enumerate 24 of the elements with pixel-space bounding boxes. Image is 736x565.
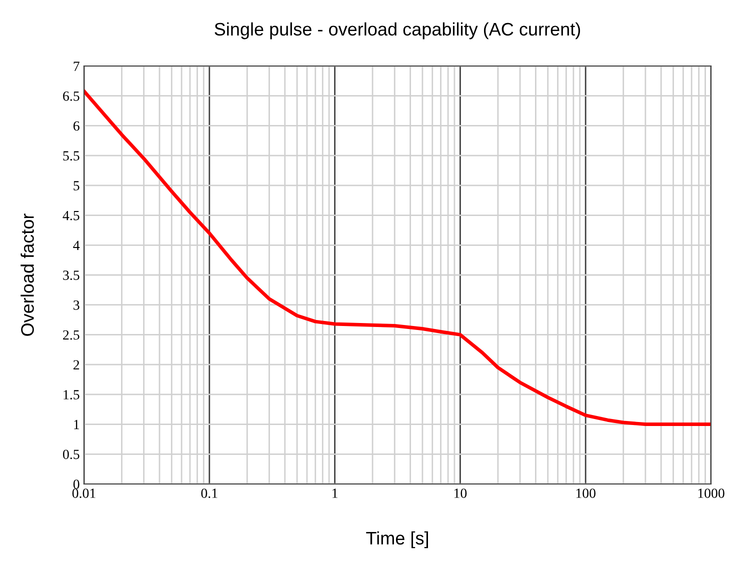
- y-tick-label: 1: [74, 420, 79, 430]
- y-tick-label: 1.5: [64, 390, 80, 400]
- y-tick-label: 0: [73, 480, 80, 489]
- x-tick-label: 10: [454, 488, 467, 498]
- y-tick-label: 7: [74, 62, 80, 71]
- y-tick-label: 5.5: [63, 151, 80, 161]
- x-tick-label: 0.01: [72, 488, 96, 498]
- y-tick-label: 3.5: [63, 270, 80, 280]
- y-tick-label: 5: [74, 181, 80, 190]
- y-tick-label: 0.5: [63, 450, 80, 460]
- x-tick-label: 0.1: [201, 488, 218, 498]
- x-tick-label: 100: [576, 488, 596, 498]
- y-tick-label: 2: [74, 360, 80, 370]
- y-tick-label: 3: [74, 300, 80, 310]
- y-tick-label: 2.5: [63, 330, 80, 340]
- chart-title: Single pulse - overload capability (AC current): [214, 22, 580, 40]
- y-tick-label: 4: [73, 240, 80, 250]
- y-tick-label: 6.5: [63, 91, 80, 101]
- y-tick-label: 4.5: [62, 210, 80, 220]
- x-axis-title: Time [s]: [366, 531, 428, 548]
- x-tick-label: 1000: [698, 488, 724, 498]
- x-tick-label: 1: [332, 488, 338, 498]
- y-tick-label: 6: [73, 121, 80, 131]
- y-axis-title: Overload factor: [20, 214, 34, 336]
